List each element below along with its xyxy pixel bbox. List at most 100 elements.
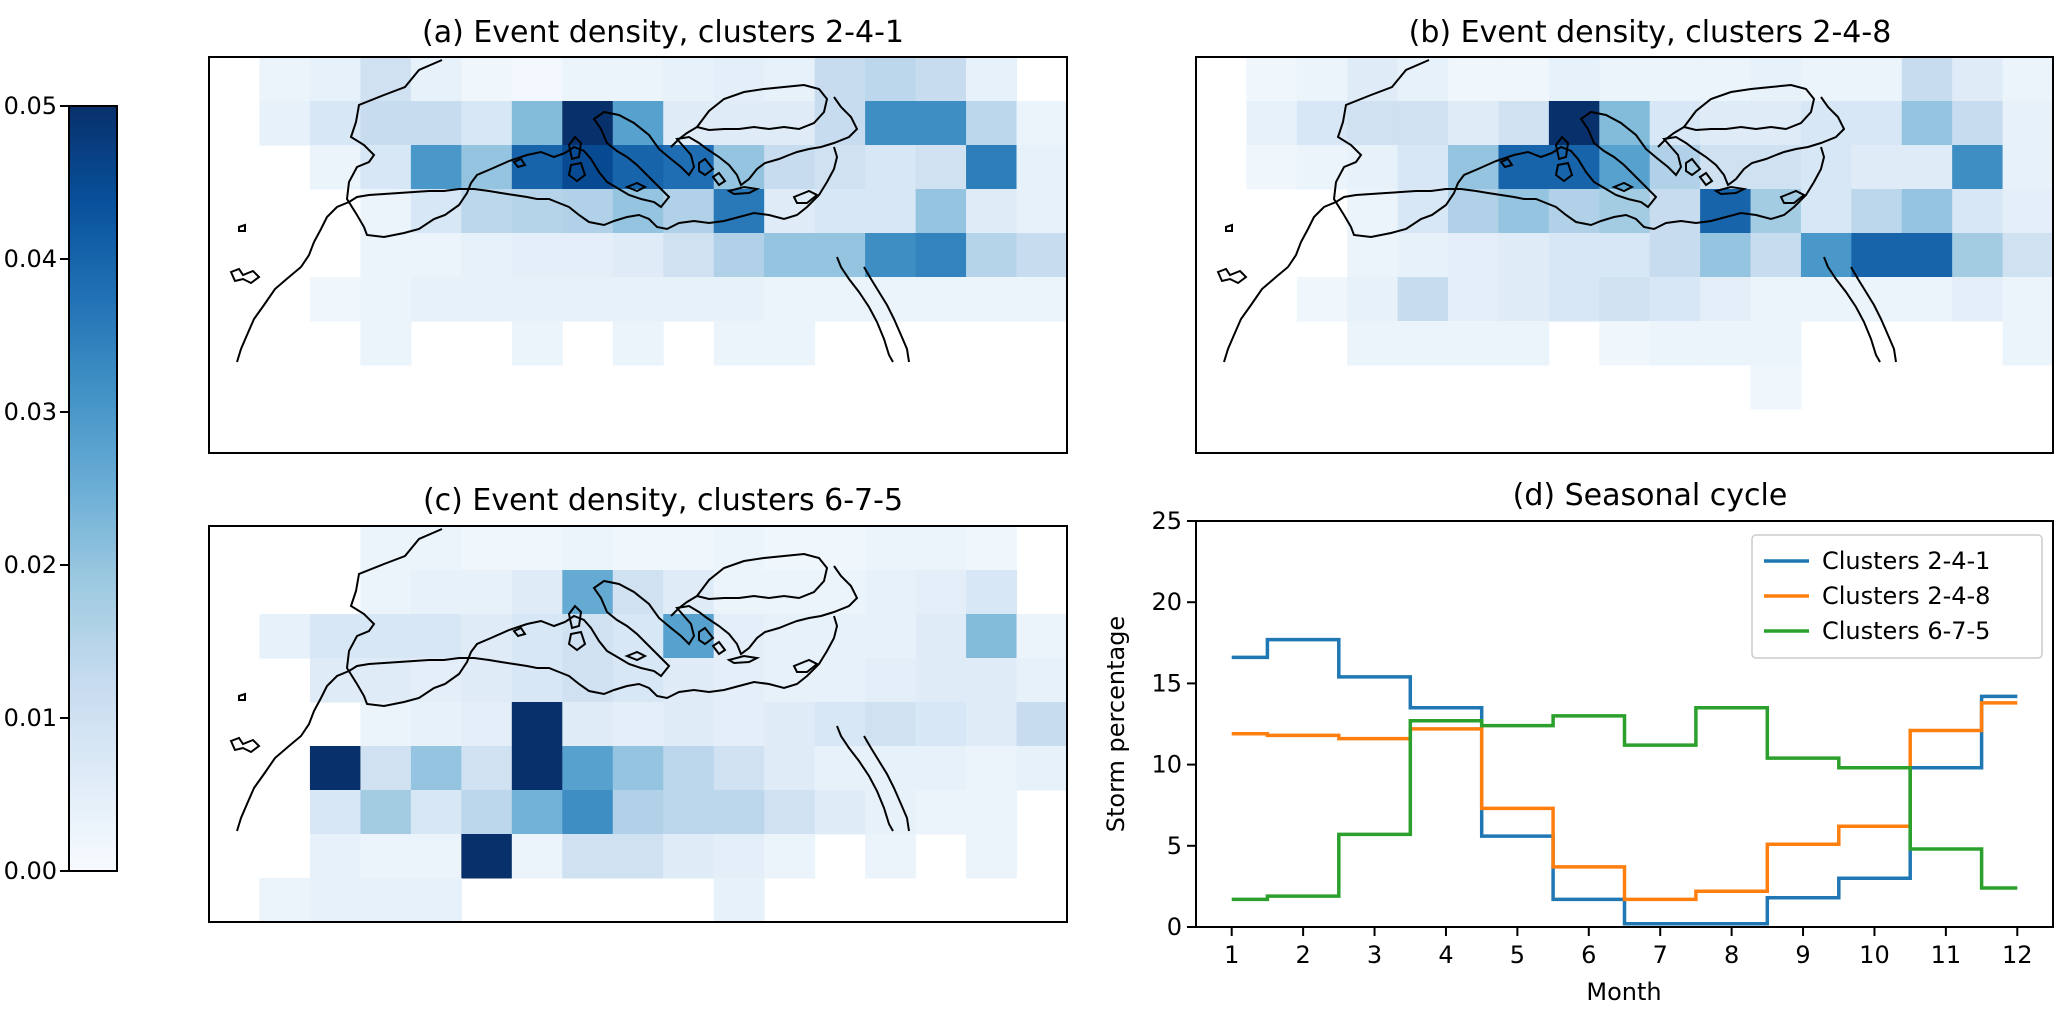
chart-series-lines — [1231, 637, 2018, 926]
density-cell — [713, 233, 765, 278]
density-cell — [562, 233, 614, 278]
density-cell — [713, 570, 765, 615]
density-cell — [1750, 277, 1802, 322]
density-cell — [410, 277, 462, 322]
density-cell — [1548, 233, 1600, 278]
density-cell — [915, 233, 967, 278]
density-cell — [562, 834, 614, 879]
density-cell — [360, 878, 412, 923]
density-cell — [915, 145, 967, 190]
density-cell — [410, 702, 462, 747]
density-cell — [663, 233, 715, 278]
density-cell — [1851, 233, 1903, 278]
density-cell — [612, 702, 664, 747]
density-cell — [1649, 233, 1701, 278]
density-cell — [1851, 145, 1903, 190]
density-cell — [966, 233, 1018, 278]
density-cell — [966, 834, 1018, 879]
density-cell — [915, 570, 967, 615]
density-cell — [764, 702, 816, 747]
density-cell — [915, 790, 967, 835]
density-cell — [410, 570, 462, 615]
density-cell — [915, 277, 967, 322]
density-cell — [1397, 321, 1449, 366]
density-cell — [612, 321, 664, 366]
density-cell — [966, 526, 1018, 571]
density-cell — [2002, 101, 2054, 146]
density-cell — [1548, 189, 1600, 234]
density-cell — [410, 101, 462, 146]
density-cell — [1649, 321, 1701, 366]
density-cell — [360, 702, 412, 747]
chart-title: (d) Seasonal cycle — [1513, 478, 1788, 513]
density-cell — [1700, 321, 1752, 366]
density-cell — [360, 834, 412, 879]
density-cell — [1448, 189, 1499, 234]
density-cell — [764, 614, 816, 659]
map-b-density-cells — [1246, 57, 2054, 410]
legend-entry: Clusters 2-4-1 — [1822, 547, 1990, 575]
x-tick-label: 9 — [1795, 941, 1810, 969]
density-cell — [915, 702, 967, 747]
density-cell — [562, 189, 614, 234]
density-cell — [915, 614, 967, 659]
density-cell — [1700, 233, 1752, 278]
y-tick-label: 25 — [1151, 507, 1182, 535]
density-cell — [1016, 658, 1068, 703]
density-cell — [1800, 189, 1852, 234]
x-tick-label: 2 — [1295, 941, 1310, 969]
density-cell — [1448, 101, 1499, 146]
density-cell — [713, 277, 765, 322]
density-cell — [713, 834, 765, 879]
density-cell — [2002, 189, 2054, 234]
density-cell — [562, 790, 614, 835]
map-a-density-cells — [259, 57, 1068, 366]
density-cell — [1498, 321, 1550, 366]
density-cell — [713, 878, 765, 923]
density-cell — [915, 57, 967, 102]
density-cell — [865, 570, 917, 615]
density-cell — [360, 101, 412, 146]
x-tick-label: 7 — [1653, 941, 1668, 969]
density-cell — [612, 834, 664, 879]
density-cell — [1498, 277, 1550, 322]
density-cell — [1016, 233, 1068, 278]
density-cell — [309, 145, 361, 190]
density-cell — [713, 526, 765, 571]
density-cell — [1016, 189, 1068, 234]
density-cell — [511, 277, 563, 322]
y-axis-label: Storm percentage — [1102, 616, 1130, 832]
density-cell — [764, 57, 816, 102]
map-c-title: (c) Event density, clusters 6-7-5 — [423, 483, 903, 518]
density-cell — [410, 658, 462, 703]
density-cell — [1750, 321, 1802, 366]
density-cell — [562, 57, 614, 102]
density-cell — [1296, 145, 1348, 190]
density-cell — [1750, 57, 1802, 102]
density-cell — [1397, 277, 1449, 322]
density-cell — [511, 526, 563, 571]
density-cell — [1397, 57, 1449, 102]
density-cell — [562, 746, 614, 791]
density-cell — [1016, 614, 1068, 659]
density-cell — [1448, 233, 1499, 278]
density-cell — [1016, 145, 1068, 190]
density-cell — [764, 321, 816, 366]
density-cell — [1800, 57, 1852, 102]
density-cell — [511, 790, 563, 835]
legend-box — [1751, 534, 2043, 659]
density-cell — [1901, 101, 1953, 146]
density-cell — [259, 878, 311, 923]
density-cell — [360, 321, 412, 366]
density-cell — [360, 189, 412, 234]
density-cell — [612, 277, 664, 322]
density-cell — [1952, 145, 2004, 190]
density-cell — [1700, 101, 1752, 146]
density-cell — [2002, 321, 2054, 366]
y-tick-label: 15 — [1151, 669, 1182, 697]
colorbar-tick-label: 0.01 — [4, 704, 57, 732]
density-cell — [865, 189, 917, 234]
density-cell — [865, 834, 917, 879]
density-cell — [865, 702, 917, 747]
series-line-clusters-6-7-5 — [1231, 706, 2018, 902]
